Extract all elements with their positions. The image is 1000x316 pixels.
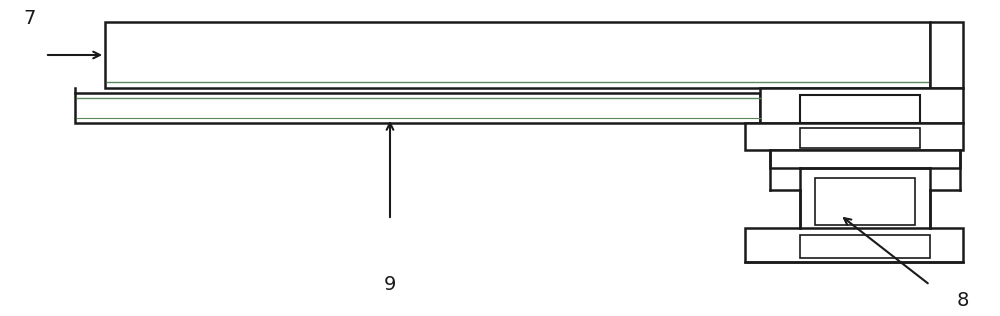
Text: 9: 9 xyxy=(384,276,396,295)
Bar xyxy=(770,150,960,168)
Bar xyxy=(800,235,930,258)
Bar xyxy=(75,93,760,123)
Bar xyxy=(815,178,915,225)
Bar xyxy=(760,88,963,123)
Bar xyxy=(930,22,963,88)
Bar xyxy=(800,95,920,123)
Bar xyxy=(745,228,963,262)
Bar xyxy=(745,123,963,150)
Text: 7: 7 xyxy=(24,9,36,27)
Bar xyxy=(105,22,930,88)
Bar xyxy=(800,128,920,148)
Text: 8: 8 xyxy=(957,290,969,309)
